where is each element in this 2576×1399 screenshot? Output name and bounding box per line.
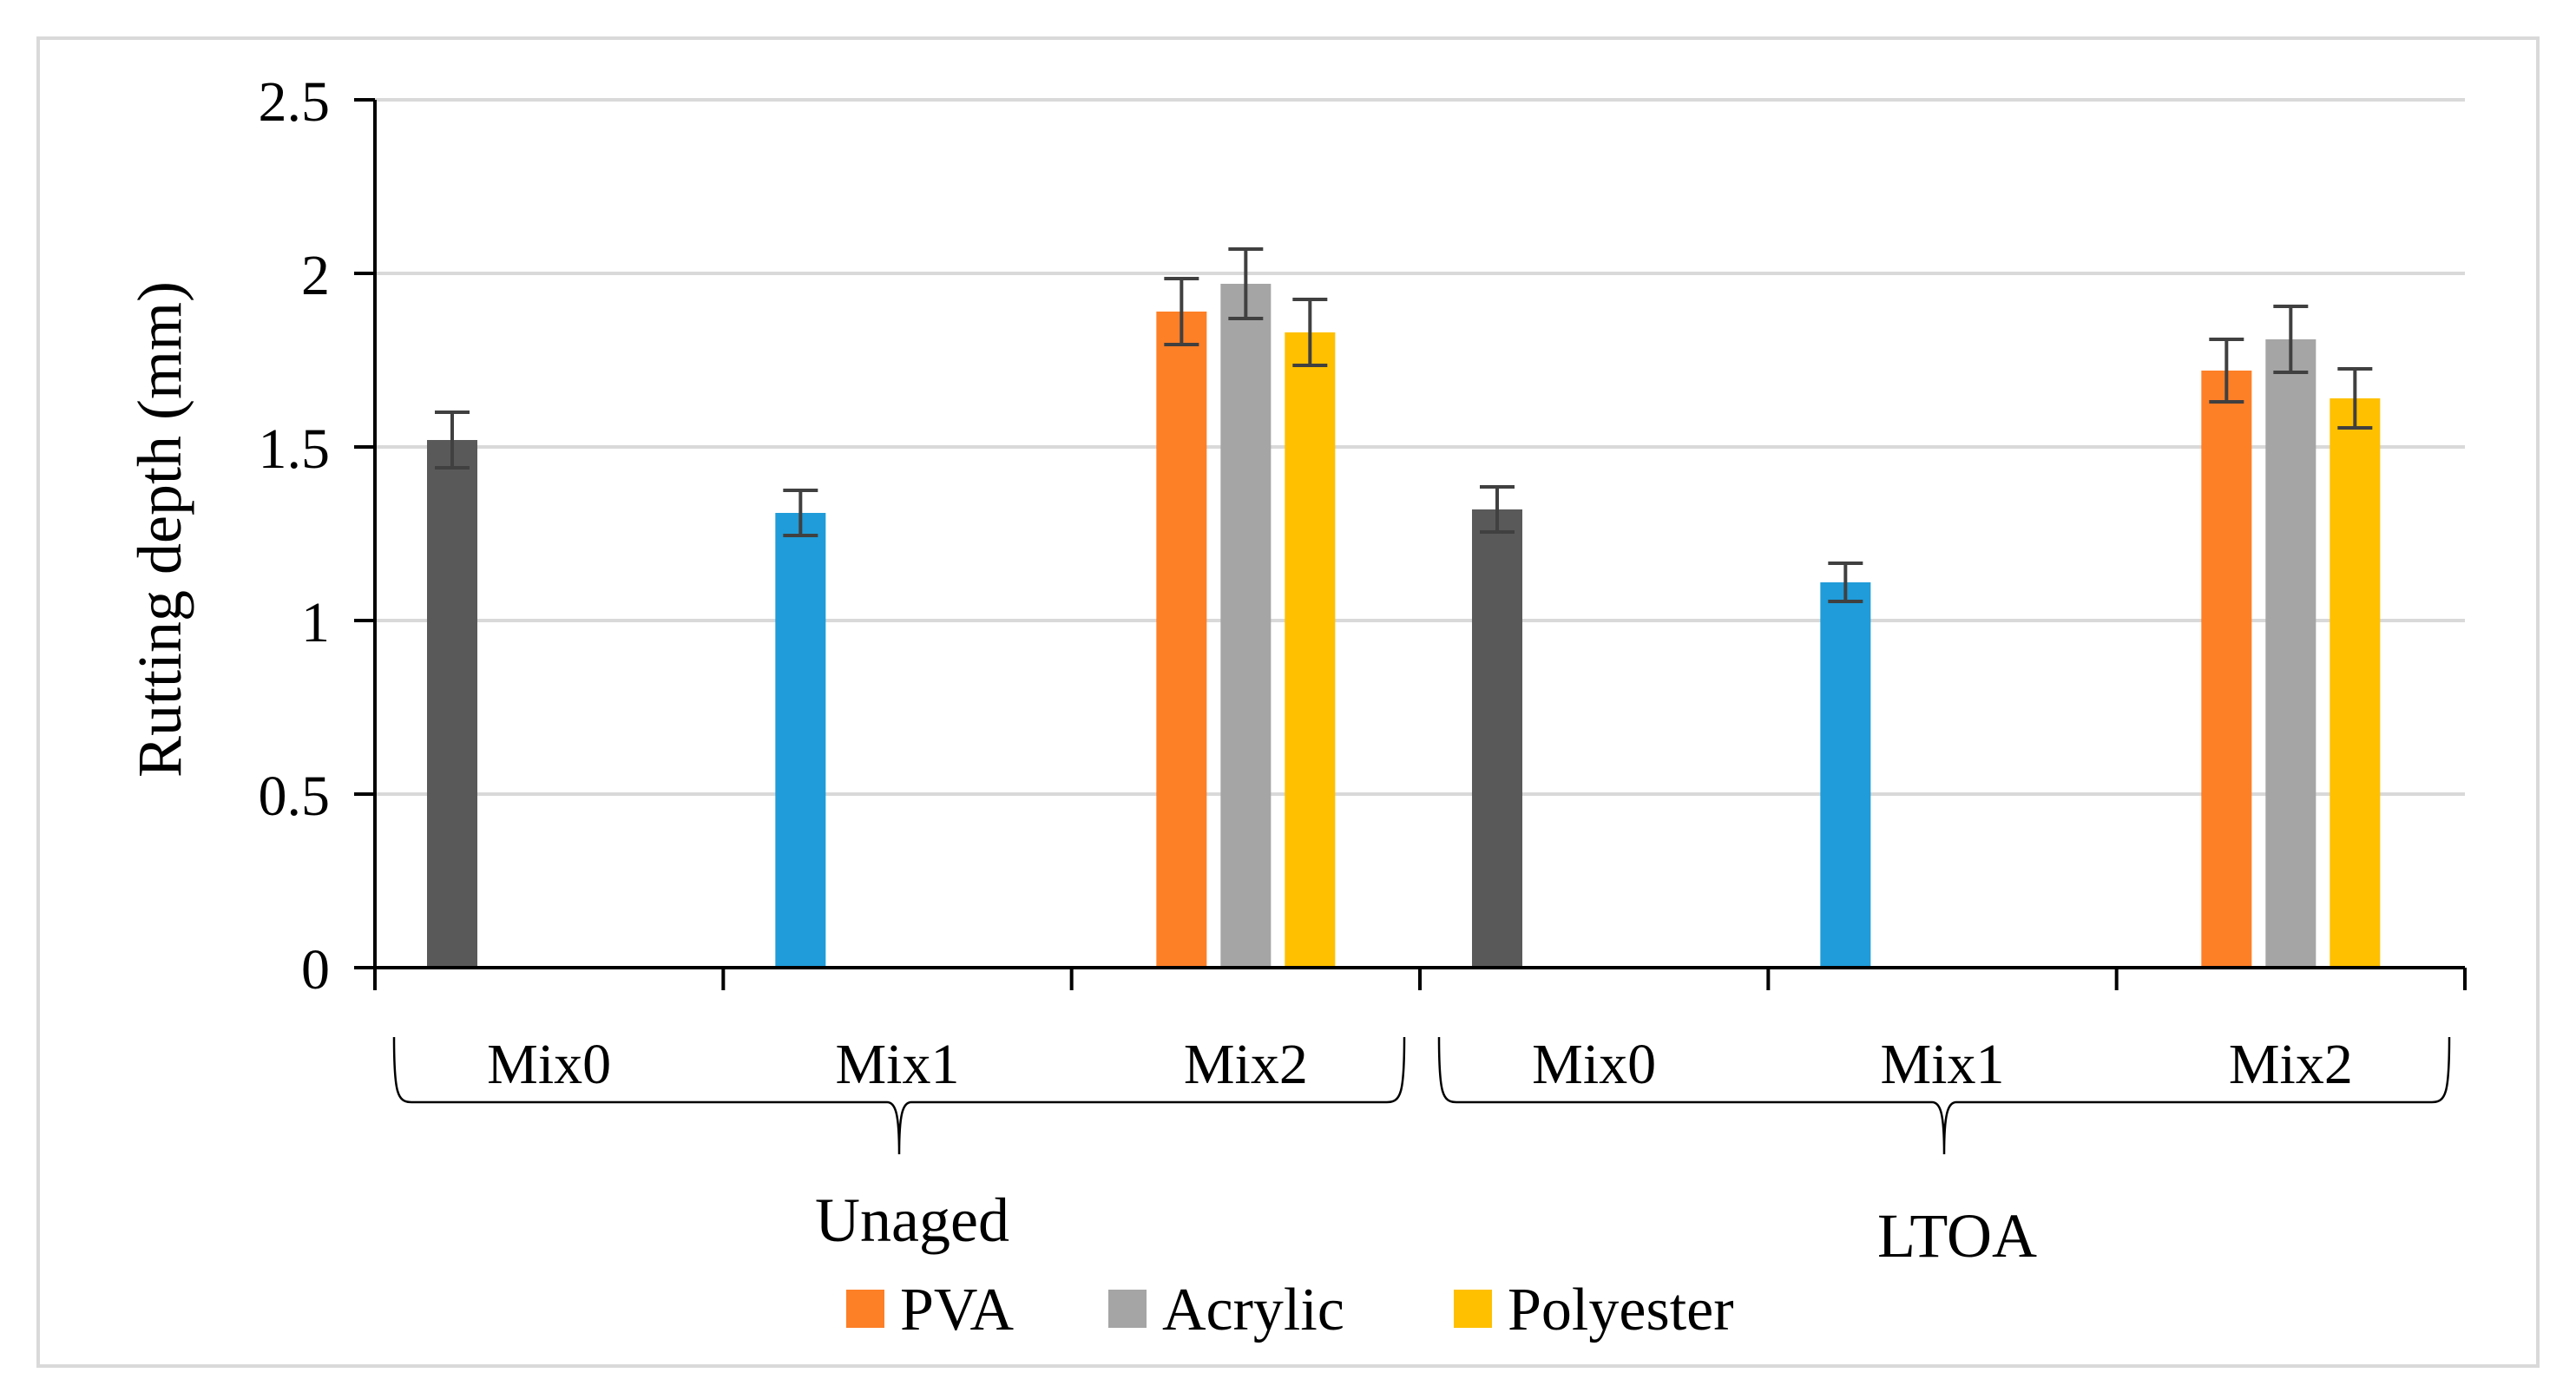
bars [427,247,2381,968]
bar-mix1 [1820,582,1871,968]
y-tick-label: 2 [301,244,330,307]
x-category-label: Mix2 [2229,1033,2353,1096]
group-brace [1437,1036,2451,1155]
error-bar [1480,485,1515,534]
error-bar [2273,305,2309,374]
legend-label-polyester: Polyester [1508,1277,1734,1343]
bar-pva [1156,312,1207,968]
error-bar [783,489,818,537]
legend-swatch-acrylic [1108,1290,1147,1328]
x-category-label: Mix1 [835,1033,959,1096]
bar-pva [2201,371,2252,968]
error-bar [1228,247,1264,320]
y-tick-label: 2.5 [259,70,331,134]
bar-polyester [2330,398,2381,968]
bar-mix1 [775,513,826,968]
legend-swatch-polyester [1454,1290,1492,1328]
y-axis-label: Rutting depth (mm) [125,281,194,778]
bar-polyester [1285,332,1336,968]
bar-mix0 [427,440,477,968]
x-category-label: Mix0 [487,1033,611,1096]
error-bar [2209,338,2244,404]
y-tick-label: 0.5 [259,765,331,828]
y-tick-label: 1 [301,591,330,654]
error-bar [1828,562,1863,603]
legend-swatch-pva [846,1290,884,1328]
error-bar [435,411,470,470]
y-tick-label: 0 [301,938,330,1002]
y-tick-label: 1.5 [259,417,331,481]
group-brace [392,1036,1406,1155]
bar-mix0 [1472,509,1522,968]
legend-label-acrylic: Acrylic [1162,1277,1344,1343]
axes: 0 0.5 1 1.5 2 2.5 [259,70,2467,1002]
bar-acrylic [2265,339,2316,968]
error-bar [1164,277,1199,346]
x-category-label: Mix0 [1532,1033,1656,1096]
group-label: Unaged [815,1186,1009,1255]
error-bar [2337,367,2373,430]
error-bar [1292,298,1328,367]
category-labels: Mix0 Mix1 Mix2 Mix0 Mix1 Mix2 Unaged LTOA [392,1033,2451,1271]
legend: PVA Acrylic Polyester [846,1277,1734,1343]
grid [375,98,2465,796]
legend-label-pva: PVA [900,1277,1014,1343]
x-category-label: Mix2 [1184,1033,1308,1096]
group-label: LTOA [1877,1201,2037,1271]
bar-acrylic [1220,284,1272,968]
x-category-label: Mix1 [1880,1033,2004,1096]
